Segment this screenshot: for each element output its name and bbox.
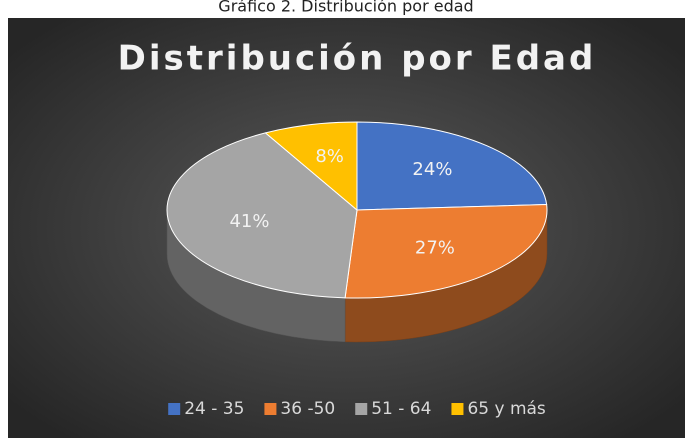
legend-label: 51 - 64 [371, 399, 431, 419]
legend-label: 65 y más [467, 399, 545, 419]
legend-swatch [451, 403, 464, 415]
pie-slice [356, 121, 548, 211]
legend-label: 24 - 35 [184, 399, 244, 419]
legend-label: 36 -50 [280, 399, 335, 419]
chart-title: Distribución por Edad [118, 39, 597, 79]
caption: Gráfico 2. Distribución por edad [218, 0, 473, 16]
legend-swatch [264, 403, 277, 415]
data-label: 27% [415, 238, 455, 259]
pie-slice [264, 121, 358, 212]
pie-slice [344, 203, 548, 299]
data-label: 24% [412, 159, 452, 180]
legend-swatch [355, 403, 368, 415]
data-label: 8% [315, 146, 344, 167]
pie-slice [166, 132, 358, 299]
data-label: 41% [229, 211, 269, 232]
legend-swatch [168, 403, 181, 415]
